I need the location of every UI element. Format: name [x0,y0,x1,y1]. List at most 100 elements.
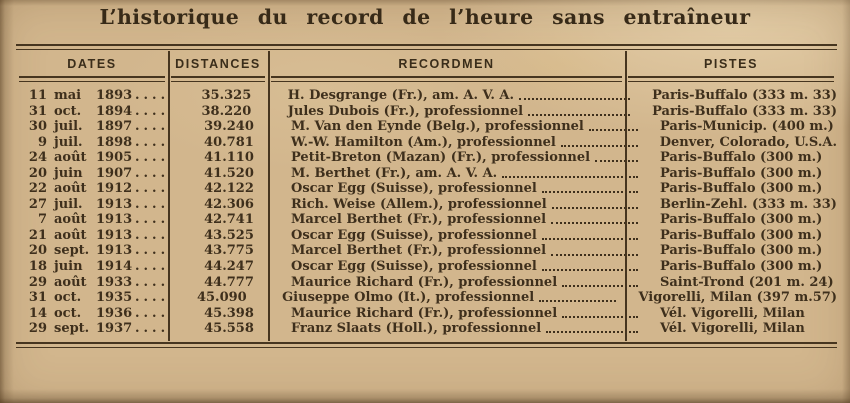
date-year: 1937 [96,321,133,337]
record-table: DATES DISTANCES RECORDMEN PISTES 1 [16,44,837,348]
leader-dots [539,300,617,303]
leader-dots [502,175,638,178]
date-cell: 29 août 1933 .... [16,275,179,291]
recordman-name: H. Desgrange (Fr.), am. A. V. A. [287,88,515,103]
header-underline [171,76,265,82]
table-row: 30 juil. 1897 .... 39.240 M. Van den Eyn… [16,119,837,135]
date-year: 1894 [96,103,133,119]
piste-cell: Paris-Buffalo (300 m.) [660,165,823,181]
piste-cell: Paris-Buffalo (300 m.) [660,259,823,275]
date-month: oct. [54,103,82,119]
date-year: 1907 [96,165,133,181]
recordman-cell: Petit-Breton (Mazan) (Fr.), professionne… [279,150,648,166]
date-day: 18 [28,259,47,275]
date-year: 1914 [96,259,133,275]
date-cell: 21 août 1913 .... [16,228,179,244]
distance-cell: 45.558 [204,321,254,337]
distance-cell: 43.775 [204,243,254,259]
date-cell: 31 oct. 1894 .... [16,104,177,120]
date-year: 1893 [96,88,133,103]
date-leader-dots: .... [135,305,170,321]
date-year: 1933 [96,274,133,290]
date-day: 11 [28,88,47,103]
leader-dots [519,98,631,101]
column-divider-3 [625,51,627,341]
table-body: 11 mai 1893 .... 35.325 H. Desgrange (Fr… [16,82,837,342]
date-cell: 31 oct. 1935 .... [16,290,174,306]
date-leader-dots: .... [135,243,170,259]
table-row: 9 juil. 1898 .... 40.781 W.-W. Hamilton … [16,135,837,151]
recordman-cell: Oscar Egg (Suisse), professionnel [279,228,648,244]
date-month: mai [54,88,82,103]
table-row: 29 sept. 1937 .... 45.558 Franz Slaats (… [16,321,837,337]
recordman-name: Jules Dubois (Fr.), professionnel [287,103,524,119]
recordman-name: Rich. Weise (Allem.), professionnel [291,196,547,212]
recordman-cell: Oscar Egg (Suisse), professionnel [279,259,648,275]
recordman-cell: Rich. Weise (Allem.), professionnel [279,197,648,213]
date-cell: 24 août 1905 .... [16,150,179,166]
table-row: 20 juin 1907 .... 41.520 M. Berthet (Fr.… [16,166,837,182]
distance-cell: 39.240 [204,119,254,135]
table-row: 14 oct. 1936 .... 45.398 Maurice Richard… [16,306,837,322]
date-leader-dots: .... [135,88,170,103]
table-row: 20 sept. 1913 .... 43.775 Marcel Berthet… [16,243,837,259]
header-pistes-label: PISTES [703,57,759,71]
recordman-cell: Oscar Egg (Suisse), professionnel [279,181,648,197]
table-row: 24 août 1905 .... 41.110 Petit-Breton (M… [16,150,837,166]
table-row: 18 juin 1914 .... 44.247 Oscar Egg (Suis… [16,259,837,275]
leader-dots [560,144,638,147]
leader-dots [551,253,638,256]
recordman-name: Petit-Breton (Mazan) (Fr.), professionne… [291,150,591,166]
date-month: sept. [54,243,90,259]
piste-cell: Berlin-Zehl. (333 m. 33) [660,196,837,212]
table-row: 31 oct. 1894 .... 38.220 Jules Dubois (F… [16,104,837,120]
date-month: sept. [54,321,90,337]
distance-cell: 42.122 [204,181,254,197]
distance-cell: 44.247 [204,259,254,275]
piste-cell: Paris-Buffalo (300 m.) [660,243,823,259]
recordman-name: Maurice Richard (Fr.), professionnel [291,305,558,321]
distance-cell: 45.090 [196,290,247,306]
date-cell: 20 juin 1907 .... [16,166,179,182]
date-day: 20 [28,165,47,181]
header-pistes: PISTES [625,50,837,82]
date-leader-dots: .... [135,150,170,166]
header-underline [628,76,834,82]
recordman-name: Marcel Berthet (Fr.), professionnel [291,212,547,228]
recordman-cell: Marcel Berthet (Fr.), professionnel [279,243,648,259]
recordman-name: Oscar Egg (Suisse), professionnel [291,181,537,197]
piste-cell: Paris-Buffalo (333 m. 33) [652,88,837,103]
table-row: 27 juil. 1913 .... 42.306 Rich. Weise (A… [16,197,837,213]
distance-cell: 40.781 [204,134,254,150]
piste-cell: Paris-Buffalo (300 m.) [660,227,823,243]
recordman-name: Giuseppe Olmo (It.), professionnel [282,290,535,306]
leader-dots [562,315,638,318]
date-year: 1913 [96,196,133,212]
recordman-cell: Maurice Richard (Fr.), professionnel [279,306,648,322]
distance-cell: 42.306 [204,196,254,212]
date-day: 31 [28,290,47,306]
date-leader-dots: .... [135,181,170,197]
date-month: juin [54,165,83,181]
date-cell: 18 juin 1914 .... [16,259,179,275]
date-day: 22 [28,181,47,197]
distance-cell: 38.220 [201,103,252,119]
distance-cell: 44.777 [204,274,254,290]
date-month: août [54,274,87,290]
leader-dots [588,129,638,132]
distance-cell: 35.325 [201,88,252,103]
date-leader-dots: .... [135,103,170,119]
date-year: 1905 [96,150,133,166]
date-leader-dots: .... [135,259,170,275]
header-distances-label: DISTANCES [175,57,261,71]
recordman-name: W.-W. Hamilton (Am.), professionnel [290,134,556,150]
recordman-cell: Maurice Richard (Fr.), professionnel [279,275,648,291]
distance-cell: 42.741 [204,212,254,228]
table-row: 7 août 1913 .... 42.741 Marcel Berthet (… [16,212,837,228]
date-cell: 7 août 1913 .... [16,212,179,228]
date-leader-dots: .... [135,212,170,228]
date-leader-dots: .... [135,119,170,135]
date-day: 27 [28,196,47,212]
recordman-cell: H. Desgrange (Fr.), am. A. V. A. [276,88,640,104]
